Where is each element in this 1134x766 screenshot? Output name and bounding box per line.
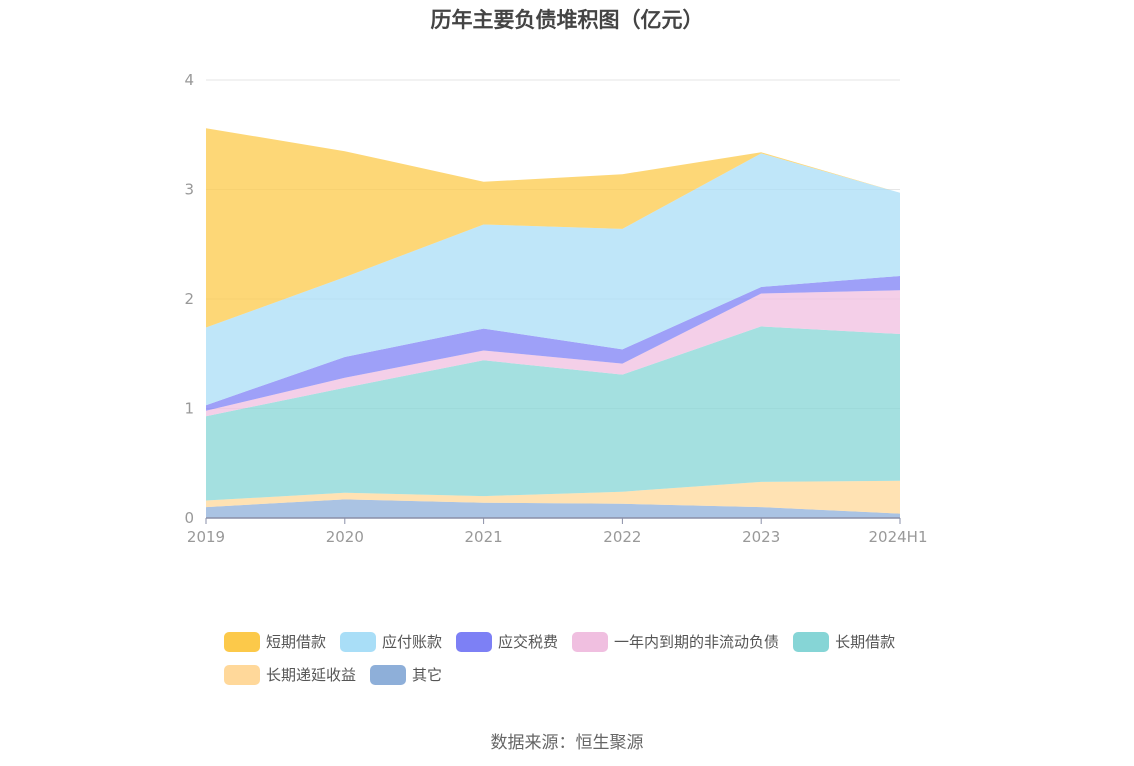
area-series-1 [206,480,900,514]
x-tick-label: 2024H1 [869,528,928,546]
axis-layer: 0 1 2 3 4 2019 2020 2021 2022 2023 2024H1 [184,71,927,546]
legend-label: 一年内到期的非流动负债 [614,633,780,651]
legend-item[interactable]: 长期递延收益 [224,663,356,686]
legend-swatch [340,631,377,652]
legend-item[interactable]: 一年内到期的非流动负债 [572,630,779,653]
legend-swatch [793,631,830,652]
area-series-4 [206,276,900,411]
x-tick-label: 2022 [603,528,641,546]
area-series-0 [206,499,900,518]
chart-legend: 短期借款 应付账款 应交税费 一年内到期的非流动负债 长期借款长期递延收益 其它 [224,630,944,686]
legend-swatch [456,631,493,652]
legend-item[interactable]: 其它 [370,663,442,686]
y-tick-label: 1 [184,400,194,418]
legend-label: 长期递延收益 [266,666,357,684]
legend-item[interactable]: 应交税费 [456,630,558,653]
legend-label: 长期借款 [835,633,896,651]
legend-item[interactable]: 应付账款 [340,630,442,653]
y-tick-label: 3 [184,181,194,199]
area-series-5 [206,153,900,406]
x-tick-label: 2021 [465,528,503,546]
x-tick-label: 2019 [187,528,225,546]
legend-label: 应交税费 [498,633,559,651]
legend-swatch [224,664,260,685]
area-series-3 [206,290,900,417]
legend-label: 应付账款 [382,633,443,651]
chart-title: 历年主要负债堆积图（亿元） [430,8,704,32]
legend-swatch [224,631,260,652]
legend-item[interactable]: 长期借款 [793,630,895,653]
y-tick-label: 0 [184,509,194,527]
source-label: 数据来源：恒生聚源 [490,733,644,753]
legend-label: 其它 [412,666,443,684]
stacked-area-chart: 0 1 2 3 4 2019 2020 2021 2022 2023 2024H1 [184,71,927,546]
legend-swatch [572,631,609,652]
y-tick-label: 2 [184,290,194,308]
legend-label: 短期借款 [266,633,327,651]
area-layer [206,128,900,518]
legend-item[interactable]: 短期借款 [224,630,326,653]
area-series-6 [206,128,900,328]
x-tick-label: 2023 [742,528,780,546]
y-tick-label: 4 [184,71,194,89]
legend-swatch [370,664,407,685]
area-series-2 [206,326,900,501]
x-tick-label: 2020 [326,528,364,546]
